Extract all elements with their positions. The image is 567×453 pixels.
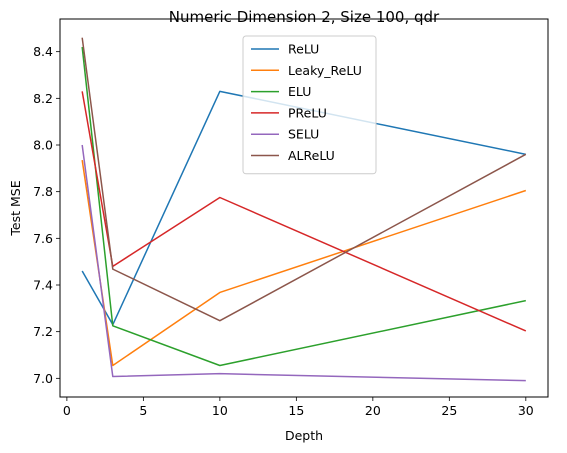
series-line-elu [81, 46, 526, 367]
y-tick-label: 8.4 [33, 44, 53, 59]
y-tick-label: 7.2 [33, 324, 53, 339]
series-line-alrelu [81, 37, 527, 322]
y-tick-label: 7.6 [33, 231, 53, 246]
x-tick-label: 15 [288, 403, 304, 418]
legend-label: Leaky_ReLU [288, 63, 362, 78]
y-tick-label: 8.2 [33, 91, 53, 106]
legend-label: ELU [288, 84, 311, 99]
y-tick-label: 8.0 [33, 138, 53, 153]
legend: ReLU Leaky_ReLU ELU PReLU SELU ALReLU [242, 35, 377, 175]
y-axis-label: Test MSE [8, 180, 23, 236]
x-tick-label: 20 [365, 403, 381, 418]
x-tick-label: 5 [139, 403, 147, 418]
x-axis-ticks: 0 5 10 15 20 25 30 [63, 397, 534, 418]
legend-label: ALReLU [288, 148, 335, 163]
x-tick-label: 30 [518, 403, 534, 418]
y-tick-label: 7.8 [33, 184, 53, 199]
plot-frame [59, 18, 549, 398]
y-tick-label: 7.4 [33, 278, 53, 293]
y-tick-label: 7.0 [33, 371, 53, 386]
y-axis-ticks: 7.0 7.2 7.4 7.6 7.8 8.0 8.2 8.4 [33, 44, 60, 386]
legend-label: SELU [288, 127, 319, 142]
legend-label: ReLU [288, 42, 319, 57]
chart-title: Numeric Dimension 2, Size 100, qdr [169, 8, 440, 26]
x-tick-label: 10 [212, 403, 228, 418]
series-line-prelu [81, 91, 527, 332]
legend-label: PReLU [288, 105, 327, 120]
x-axis-label: Depth [285, 428, 323, 443]
series-line-selu [81, 144, 526, 382]
x-tick-label: 25 [441, 403, 457, 418]
x-tick-label: 0 [63, 403, 71, 418]
